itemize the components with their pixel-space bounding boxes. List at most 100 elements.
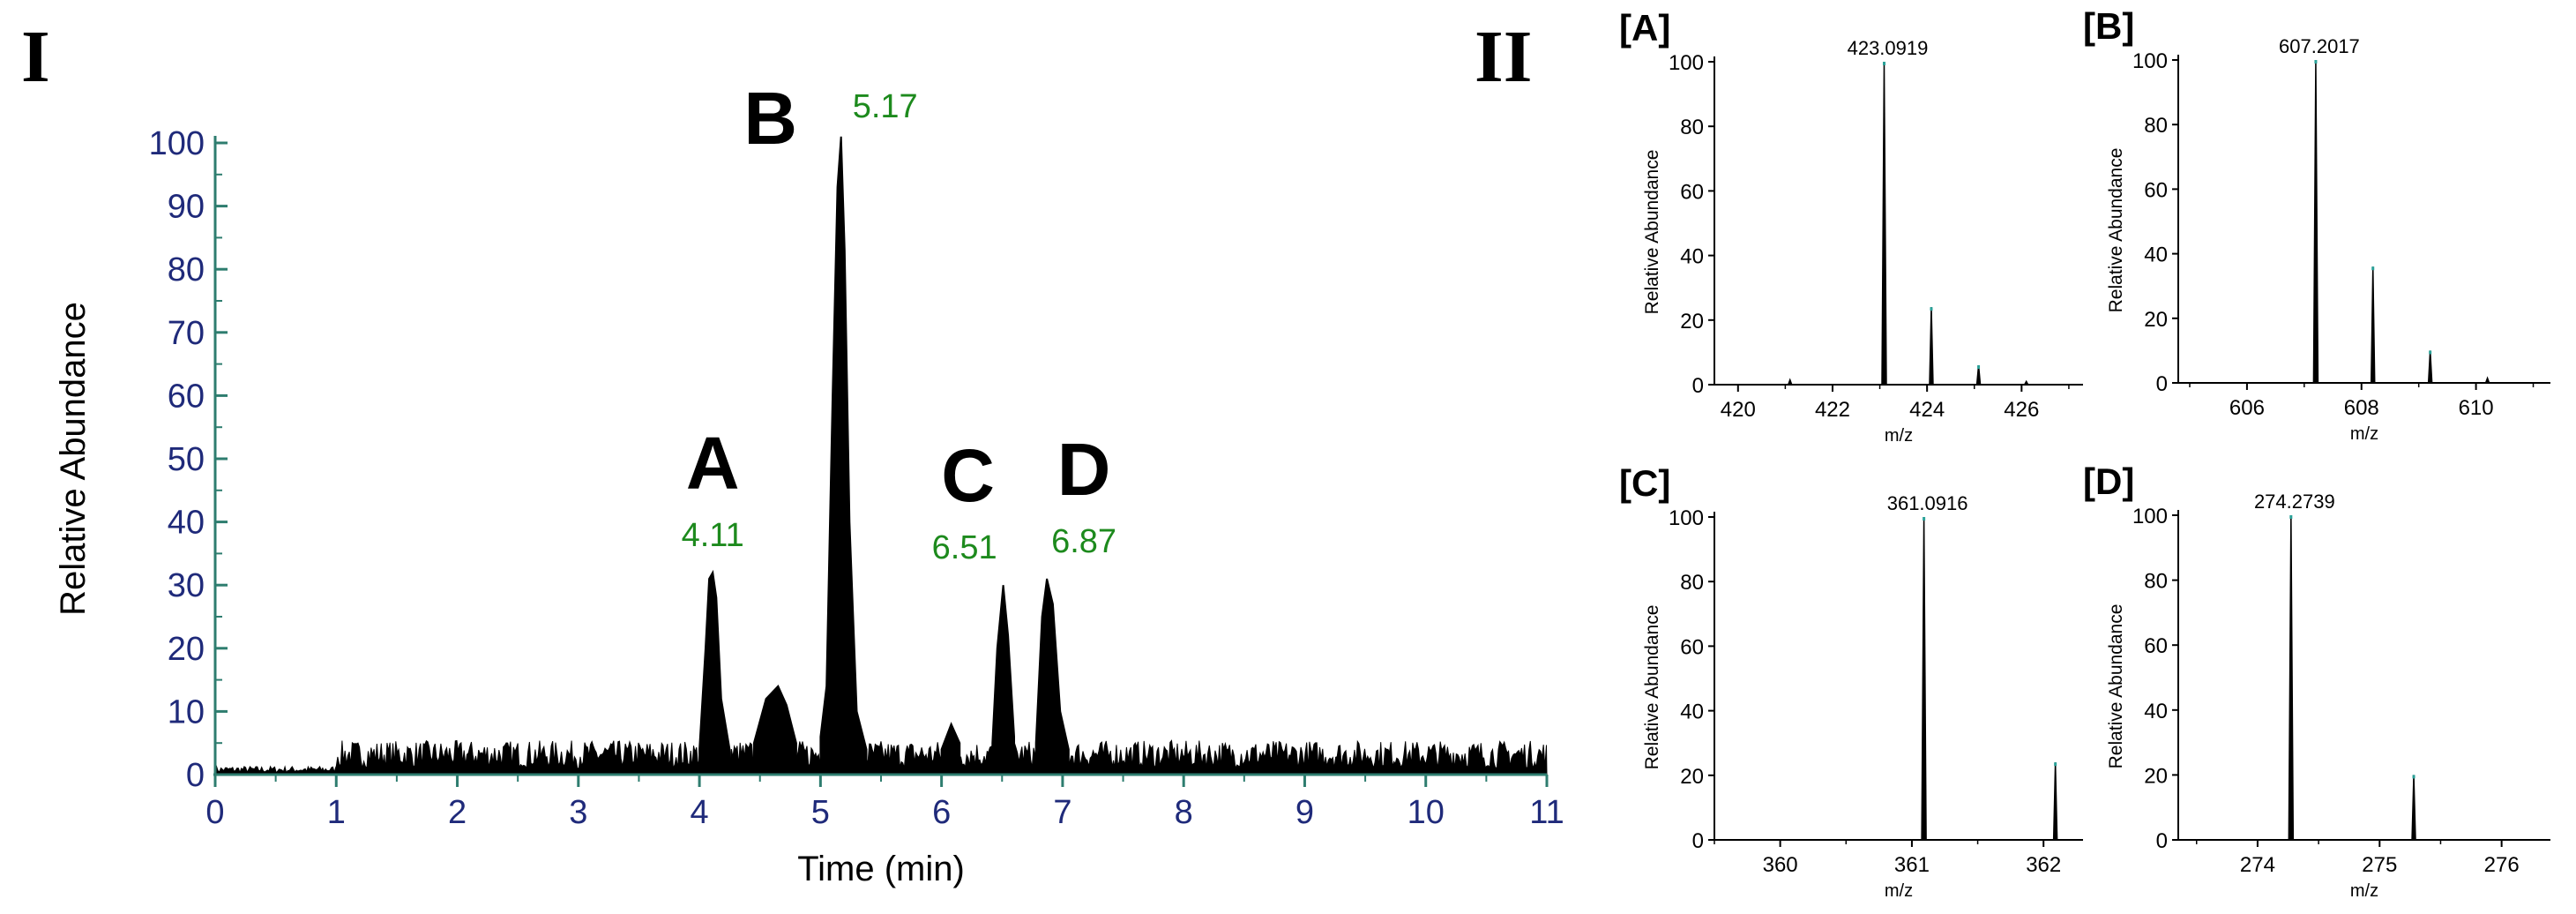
y-tick-label: 10: [168, 693, 205, 730]
spectrum-b-chart: 0 20 40 60 80 100 606 608 610 m/z Relative Abundan…: [2083, 5, 2550, 444]
x-tick-label: 362: [2026, 853, 2061, 877]
x-axis-title: m/z: [2350, 424, 2378, 444]
spectrum-peak: [2052, 762, 2058, 841]
x-tick-label: 4: [691, 794, 709, 831]
spectrum-peak: [1921, 516, 1927, 841]
x-tick-label: 422: [1815, 398, 1850, 422]
spectrum-peak: [2312, 59, 2319, 384]
peak-rt-b: 5.17: [853, 88, 918, 125]
tic-peak-4: [991, 585, 1015, 775]
y-axis-title: Relative Abundance: [1642, 605, 1662, 770]
y-tick-label: 100: [1669, 506, 1704, 530]
x-tick-label: 11: [1529, 794, 1564, 831]
y-tick-label: 20: [1680, 310, 1704, 333]
y-tick-label: 100: [2132, 49, 2168, 73]
base-peak-annotation: 607.2017: [2279, 35, 2360, 57]
base-peak-annotation: 423.0919: [1848, 37, 1929, 59]
y-tick-label: 0: [2156, 829, 2168, 853]
panel-i-label: I: [21, 16, 50, 98]
x-tick-label: 0: [205, 794, 224, 831]
spectrum-peak: [1975, 364, 1982, 386]
tic-peak-0: [698, 569, 731, 775]
peak-letter-a: A: [686, 422, 740, 505]
peak-letter-d: D: [1057, 428, 1111, 511]
x-tick-label: 608: [2344, 396, 2379, 420]
chromatogram-chart: 0 10 20 30 40 50 60 70 80 90 100 0 1 2 3 4 5 6 7 8 9 10 11 Time…: [54, 77, 1564, 888]
baseline-noise: [214, 739, 1548, 775]
x-axis-title: m/z: [2350, 881, 2378, 901]
x-tick-label: 276: [2484, 853, 2520, 877]
panel-title: [C]: [1619, 462, 1670, 504]
x-tick-label: 610: [2459, 396, 2494, 420]
panel-title: [A]: [1619, 7, 1670, 49]
y-tick-label: 40: [2144, 243, 2168, 267]
y-tick-label: 60: [1680, 635, 1704, 659]
y-tick-label: 0: [186, 757, 205, 794]
x-tick-label: 2: [448, 794, 467, 831]
y-tick-label: 80: [168, 251, 205, 288]
y-tick-label: 0: [1692, 374, 1704, 398]
tic-peak-3: [940, 722, 961, 775]
y-tick-label: 60: [2144, 178, 2168, 202]
peak-rt-c: 6.51: [932, 529, 997, 566]
peak-letter-b: B: [743, 77, 797, 160]
x-tick-label: 274: [2240, 853, 2275, 877]
y-tick-label: 90: [168, 189, 205, 226]
spectrum-a-chart: 0 20 40 60 80 100 420 422 424 426 m/z Relative Abun…: [1619, 7, 2083, 446]
spectrum-peak: [2411, 775, 2416, 841]
y-axis-title: Relative Abundance: [2106, 604, 2126, 769]
peak-rt-a: 4.11: [682, 517, 744, 554]
x-tick-label: 424: [1909, 398, 1945, 422]
spectrum-peak: [1881, 61, 1887, 386]
spectrum-peak: [1929, 307, 1934, 386]
y-tick-label: 60: [168, 378, 205, 415]
x-axis-title: m/z: [1885, 881, 1913, 901]
spectrum-peak: [2023, 379, 2029, 386]
spectrum-peak: [2484, 376, 2490, 384]
tic-peak-5: [1034, 578, 1070, 775]
spectrum-peak: [1787, 378, 1793, 386]
base-peak-annotation: 361.0916: [1887, 492, 1968, 514]
y-tick-label: 80: [1680, 571, 1704, 595]
y-tick-label: 70: [168, 315, 205, 352]
y-tick-label: 40: [2144, 700, 2168, 723]
base-peak-annotation: 274.2739: [2254, 491, 2335, 513]
y-tick-label: 40: [168, 505, 205, 542]
y-tick-label: 0: [2156, 372, 2168, 396]
x-tick-label: 5: [811, 794, 830, 831]
spectrum-d-chart: 0 20 40 60 80 100 274 275 276 m/z Relative Abundan…: [2083, 461, 2550, 901]
x-tick-label: 361: [1894, 853, 1930, 877]
y-tick-label: 100: [149, 125, 205, 162]
peak-letter-c: C: [941, 434, 995, 517]
panel-title: [D]: [2083, 461, 2134, 502]
y-tick-label: 20: [1680, 765, 1704, 789]
y-axis-title: Relative Abundance: [54, 302, 93, 616]
y-tick-label: 80: [1680, 116, 1704, 139]
x-tick-label: 7: [1053, 794, 1071, 831]
y-tick-label: 50: [168, 441, 205, 478]
tic-peak-2: [819, 136, 868, 775]
peak-rt-d: 6.87: [1051, 523, 1116, 560]
x-tick-label: 3: [569, 794, 587, 831]
x-axis-title: m/z: [1885, 426, 1913, 446]
y-tick-label: 20: [2144, 764, 2168, 788]
x-tick-label: 360: [1763, 853, 1798, 877]
y-axis-title: Relative Abundance: [2106, 148, 2126, 313]
spectrum-peak: [2288, 514, 2295, 841]
panel-title: [B]: [2083, 5, 2134, 47]
x-tick-label: 275: [2362, 853, 2397, 877]
y-tick-label: 40: [1680, 245, 1704, 269]
spectrum-peak: [2370, 266, 2376, 384]
y-axis-title: Relative Abundance: [1642, 150, 1662, 315]
x-tick-label: 606: [2229, 396, 2265, 420]
y-tick-label: 0: [1692, 829, 1704, 853]
y-tick-label: 80: [2144, 114, 2168, 138]
spectrum-peak: [2427, 350, 2433, 384]
tic-peak-1: [752, 685, 797, 775]
x-tick-label: 9: [1295, 794, 1314, 831]
y-tick-label: 80: [2144, 570, 2168, 594]
x-tick-label: 420: [1721, 398, 1756, 422]
y-tick-label: 20: [2144, 308, 2168, 332]
x-tick-label: 10: [1407, 794, 1445, 831]
